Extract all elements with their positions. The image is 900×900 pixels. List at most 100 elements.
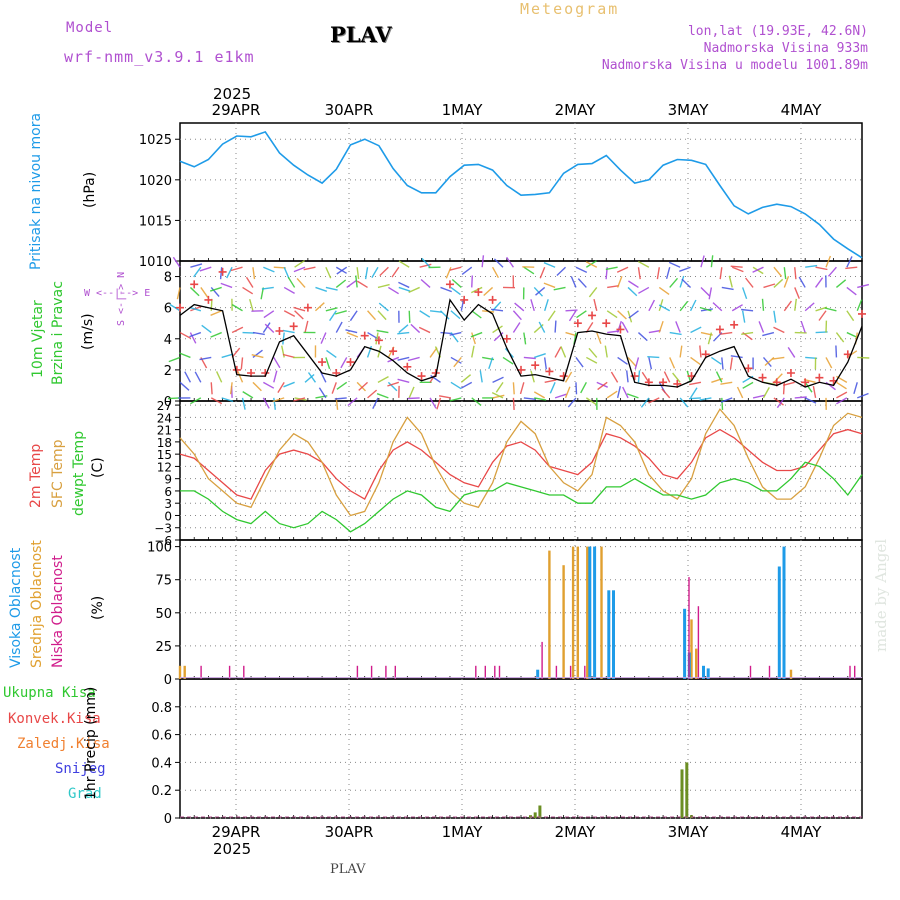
wind-arrow: [364, 267, 369, 280]
wind-arrow: [168, 356, 181, 363]
low-cloud-bar: [385, 665, 387, 679]
wind-arrow: [836, 397, 848, 405]
panel-frame-cloud: [179, 539, 863, 680]
x-tick-label-bottom: 4MAY: [781, 823, 823, 841]
wind-arrow: [773, 326, 785, 334]
wind-arrow: [712, 302, 723, 312]
y-tick-label: 0.2: [151, 784, 172, 799]
low-cloud-bar: [555, 665, 558, 679]
wind-arrow: [471, 332, 476, 345]
wind-arrow: [449, 397, 462, 402]
wind-arrow: [377, 375, 389, 383]
wind-arrow: [626, 370, 629, 383]
gust-marker: [786, 369, 795, 377]
mid-cloud-bar: [576, 546, 579, 679]
wind-arrow: [549, 382, 556, 394]
wind-arrow: [856, 299, 863, 312]
wind-arrow: [794, 287, 800, 299]
wind-arrow: [242, 391, 254, 399]
wind-arrow: [179, 381, 190, 391]
model-altitude-label: Nadmorska Visina u modelu 1001.89m: [601, 58, 868, 73]
wind-arrow: [575, 266, 588, 274]
mid-cloud-bar: [690, 619, 693, 679]
wind-arrow: [491, 266, 500, 279]
gust-marker: [360, 331, 369, 340]
wind-arrow: [700, 286, 710, 297]
gust-marker: [715, 325, 724, 334]
wind-arrow: [616, 266, 629, 273]
y-tick-label: 12: [157, 460, 172, 474]
wind-arrow: [741, 331, 754, 335]
low-cloud-bar: [484, 665, 486, 679]
wind-arrow: [658, 320, 664, 333]
wind-arrow: [763, 283, 776, 289]
wind-arrow: [585, 261, 598, 268]
wind-arrow: [782, 382, 786, 395]
wind-arrow: [283, 266, 290, 279]
wind-arrow: [329, 310, 337, 322]
y-tick-label: 0: [164, 812, 172, 827]
wind-arrow: [408, 310, 411, 323]
wind-arrow: [190, 263, 203, 268]
wind-arrow: [471, 310, 482, 319]
station-title: PLAV: [330, 22, 392, 47]
wind-arrow: [470, 286, 483, 294]
wind-arrow: [679, 397, 689, 408]
y-tick-label: 1010: [139, 255, 172, 270]
wind-arrow: [565, 309, 578, 312]
wind-arrow: [836, 381, 847, 390]
wind-arrow: [679, 300, 689, 312]
wind-arrow: [857, 392, 869, 399]
wind-arrow: [845, 266, 858, 270]
wind-arrow: [320, 332, 327, 344]
wind-arrow: [262, 397, 270, 409]
wind-arrow: [471, 275, 473, 288]
wind-arrow: [533, 286, 544, 297]
wind-arrow: [210, 331, 222, 338]
wind-arrow: [189, 306, 202, 312]
gust-marker: [488, 295, 497, 304]
wind-arrow: [544, 379, 557, 384]
wind-arrow: [210, 286, 220, 297]
gust-marker: [303, 303, 312, 312]
y-tick-label: 0: [164, 509, 172, 523]
wind-arrow: [483, 286, 494, 297]
y-tick-label: −6: [154, 534, 172, 548]
wind-arrow: [731, 266, 744, 273]
wind-arrow: [398, 286, 411, 292]
x-tick-label-top: 1MAY: [442, 101, 484, 119]
gust-marker: [176, 303, 184, 312]
wind-arrow: [264, 323, 275, 334]
wind-arrow: [502, 356, 514, 365]
mid-cloud-bar: [600, 546, 603, 679]
wind-arrow: [773, 373, 783, 383]
wind-arrow: [721, 286, 734, 291]
year-bottom: 2025: [213, 840, 252, 858]
wind-arrow: [492, 394, 505, 399]
wind-compass-ew: W <--|--> E: [84, 288, 151, 299]
wind-arrow: [824, 307, 837, 312]
wind-arrow: [647, 356, 660, 359]
wind-arrow: [377, 310, 387, 321]
mid-cloud-bar: [789, 669, 793, 679]
wind-arrow: [658, 299, 664, 311]
wind-arrow: [637, 332, 648, 342]
wind-arrow: [219, 267, 223, 280]
wind-arrow: [853, 382, 858, 394]
wind-arrow: [438, 395, 452, 399]
wind-arrow: [263, 266, 275, 273]
wind-arrow: [367, 331, 379, 340]
y-tick-label: 8: [164, 271, 172, 286]
wind-arrow: [453, 357, 462, 368]
wind-arrow: [429, 397, 437, 409]
wind-arrow: [857, 356, 870, 359]
wind-arrow: [798, 276, 806, 288]
wind-arrow: [648, 299, 656, 312]
panel-frame-pressure: [179, 122, 863, 262]
wind-arrow: [421, 257, 431, 268]
gust-marker: [545, 367, 554, 376]
wind-arrow: [627, 286, 638, 297]
gust-marker: [730, 320, 739, 329]
altitude-label: Nadmorska Visina 933m: [703, 41, 868, 56]
wind-arrow: [679, 345, 683, 358]
